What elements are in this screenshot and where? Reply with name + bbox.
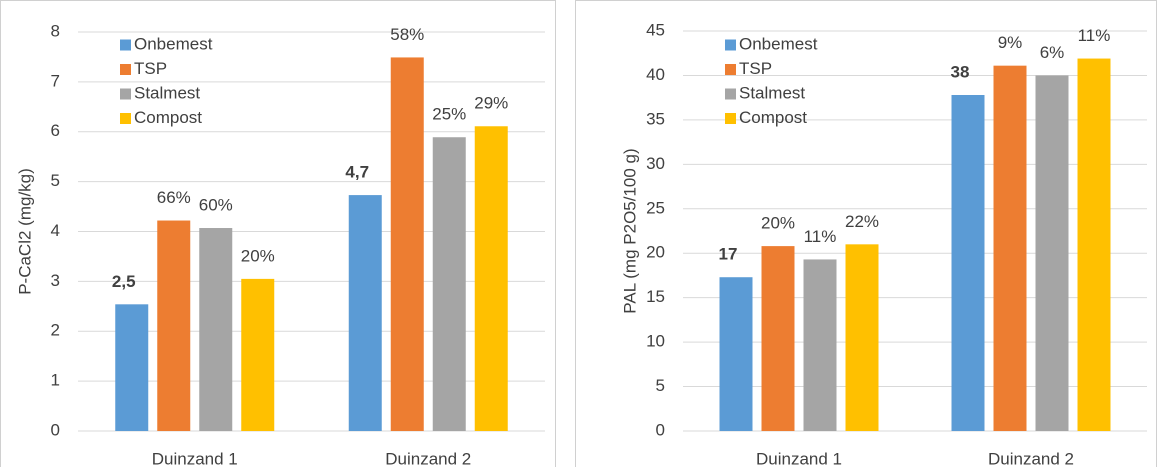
- y-tick-label: 35: [646, 109, 665, 128]
- y-tick-label: 0: [51, 420, 60, 439]
- y-axis-label: PAL (mg P2O5/100 g): [620, 148, 639, 313]
- change-label: 29%: [474, 94, 508, 113]
- legend-label: Stalmest: [134, 83, 200, 102]
- value-label: 2,5: [112, 272, 136, 291]
- legend-label: Stalmest: [739, 83, 805, 102]
- bar: [1077, 58, 1111, 432]
- bar: [761, 246, 795, 431]
- y-tick-label: 5: [51, 171, 60, 190]
- y-tick-label: 7: [51, 71, 60, 90]
- x-tick-label: Duinzand 2: [385, 449, 471, 467]
- y-tick-label: 2: [51, 321, 60, 340]
- y-tick-label: 15: [646, 287, 665, 306]
- change-label: 20%: [241, 246, 275, 265]
- change-label: 58%: [390, 25, 424, 44]
- value-label: 4,7: [345, 163, 369, 182]
- bar: [1035, 75, 1069, 431]
- legend-swatch: [725, 113, 736, 124]
- x-tick-label: Duinzand 2: [988, 449, 1074, 467]
- y-axis-label: P-CaCl2 (mg/kg): [15, 168, 34, 295]
- y-tick-label: 40: [646, 65, 665, 84]
- y-tick-label: 10: [646, 332, 665, 351]
- change-label: 11%: [804, 227, 837, 246]
- legend-label: TSP: [739, 59, 772, 78]
- legend-swatch: [725, 64, 736, 75]
- y-tick-label: 4: [51, 221, 60, 240]
- change-label: 66%: [157, 188, 191, 207]
- change-label: 60%: [199, 195, 233, 214]
- legend-label: Onbemest: [739, 34, 818, 53]
- y-tick-label: 6: [51, 121, 60, 140]
- y-tick-label: 8: [51, 21, 60, 40]
- bar: [719, 277, 753, 431]
- bar: [803, 259, 837, 431]
- chart-frame: [0, 0, 556, 467]
- value-label: 17: [719, 245, 738, 264]
- legend-swatch: [725, 88, 736, 100]
- change-label: 22%: [845, 212, 879, 231]
- y-tick-label: 45: [646, 20, 665, 39]
- legend-label: Compost: [134, 108, 202, 127]
- legend-swatch: [725, 39, 736, 51]
- change-label: 20%: [761, 214, 795, 233]
- change-label: 11%: [1078, 26, 1111, 45]
- bar: [951, 95, 985, 431]
- bar: [993, 65, 1027, 432]
- legend-swatch: [120, 64, 131, 75]
- bar: [845, 244, 879, 431]
- legend-swatch: [120, 39, 131, 51]
- bar: [348, 195, 382, 431]
- bar: [241, 278, 275, 431]
- y-tick-label: 20: [646, 243, 665, 262]
- bar: [474, 126, 508, 432]
- y-tick-label: 30: [646, 154, 665, 173]
- x-tick-label: Duinzand 1: [756, 449, 842, 467]
- bar: [390, 57, 424, 431]
- legend-swatch: [120, 88, 131, 100]
- bar: [199, 228, 233, 431]
- legend-label: TSP: [134, 59, 167, 78]
- change-label: 9%: [998, 33, 1023, 52]
- y-tick-label: 25: [646, 198, 665, 217]
- x-tick-label: Duinzand 1: [152, 449, 238, 467]
- legend-label: Onbemest: [134, 34, 213, 53]
- bar: [115, 304, 149, 431]
- bar: [157, 220, 191, 431]
- y-tick-label: 3: [51, 271, 60, 290]
- change-label: 6%: [1040, 43, 1065, 62]
- legend-swatch: [120, 113, 131, 124]
- change-label: 25%: [432, 105, 466, 124]
- y-tick-label: 1: [51, 371, 60, 390]
- bar: [432, 137, 466, 431]
- y-tick-label: 5: [656, 376, 665, 395]
- chart: 0 1 2 3 4 5 6 7 8 P-CaCl2 (mg/kg) Duinzand 1 2,5 66%…: [0, 0, 556, 467]
- chart: 0 5 10 15 20 25 30 35 40 45 PAL (mg P2O5/100 g) Dui…: [575, 0, 1157, 467]
- y-tick-label: 0: [656, 420, 665, 439]
- legend-label: Compost: [739, 108, 807, 127]
- value-label: 38: [951, 62, 970, 81]
